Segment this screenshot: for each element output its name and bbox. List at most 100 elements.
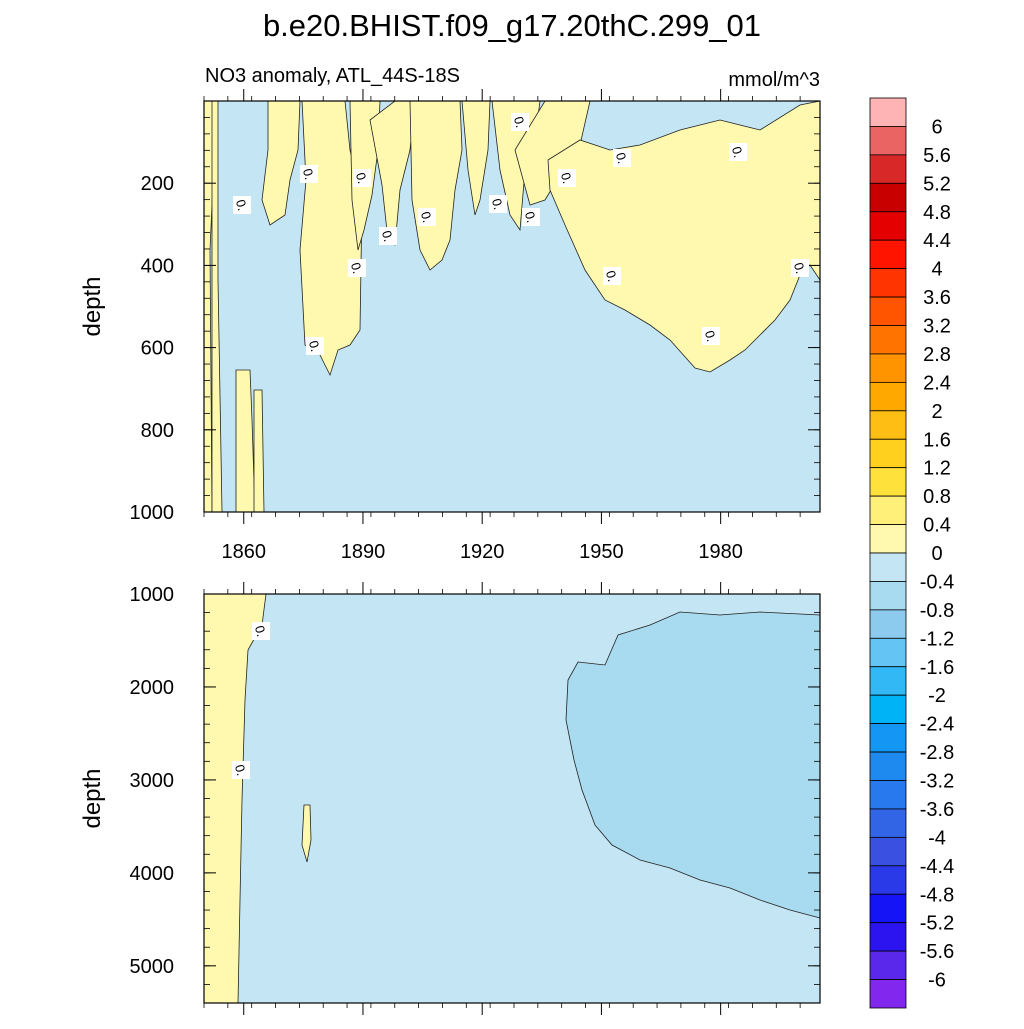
colorbar-swatch xyxy=(869,325,907,355)
colorbar-swatch xyxy=(869,694,907,725)
colorbar-label: -0.8 xyxy=(920,600,954,622)
upper-contour-label: 0. xyxy=(379,229,396,243)
colorbar-label: -0.4 xyxy=(920,571,954,593)
colorbar-label: -2.8 xyxy=(920,742,954,764)
upper-contour-label: 0. xyxy=(702,329,719,343)
upper-contour-label-bg xyxy=(348,259,366,277)
colorbar-swatch xyxy=(869,979,907,1009)
upper-contour-region-2 xyxy=(235,369,256,513)
colorbar-swatch xyxy=(869,723,907,753)
upper-contour-label: 0. xyxy=(522,210,539,224)
xtick-label: 1980 xyxy=(698,541,743,563)
upper-contour-label-bg xyxy=(489,195,507,213)
xtick-label: 1920 xyxy=(460,541,505,563)
colorbar-swatch xyxy=(869,865,907,895)
upper-contour-label: 0. xyxy=(300,167,317,181)
upper-contour-region-4 xyxy=(261,100,301,226)
upper-contour-label-bg xyxy=(791,259,809,277)
upper-contour-region-8 xyxy=(409,100,463,271)
colorbar-swatch xyxy=(869,182,907,213)
colorbar-swatch xyxy=(869,381,907,412)
upper-contour-label: 0. xyxy=(489,197,506,211)
colorbar-label: 4.8 xyxy=(923,202,951,224)
upper-contour-label: 0. xyxy=(791,261,808,275)
colorbar-label: -3.6 xyxy=(920,799,954,821)
colorbar-swatch xyxy=(869,495,907,525)
upper-ytick-label: 400 xyxy=(141,255,174,277)
colorbar-label: -4 xyxy=(928,827,946,849)
colorbar-label: -1.6 xyxy=(920,657,954,679)
colorbar-swatch xyxy=(869,410,907,440)
colorbar-label: 5.2 xyxy=(923,173,951,195)
upper-contour-label-bg xyxy=(613,149,631,167)
upper-ytick-label: 600 xyxy=(141,338,174,360)
colorbar-label: -5.6 xyxy=(920,941,954,963)
colorbar-label: 4 xyxy=(931,259,942,281)
upper-contour-region-3 xyxy=(253,389,265,513)
colorbar-label: -4.8 xyxy=(920,884,954,906)
colorbar-label: -6 xyxy=(928,970,946,992)
colorbar-swatch xyxy=(869,211,907,241)
upper-contour-label-bg xyxy=(522,208,540,226)
colorbar-label: 0 xyxy=(931,543,942,565)
upper-contour-label: 0. xyxy=(233,198,250,212)
upper-contour-label: 0. xyxy=(306,339,323,353)
colorbar-label: 3.2 xyxy=(923,316,951,338)
colorbar-swatch xyxy=(869,609,907,639)
colorbar-label: 0.8 xyxy=(923,486,951,508)
colorbar-swatch xyxy=(869,353,907,383)
upper-contour-label: 0. xyxy=(418,210,435,224)
colorbar-swatch xyxy=(869,268,907,298)
colorbar-label: -2 xyxy=(928,685,946,707)
colorbar-swatch xyxy=(869,552,907,582)
colorbar-label: 3.6 xyxy=(923,287,951,309)
colorbar-swatch xyxy=(869,950,907,980)
colorbar-label: -1.2 xyxy=(920,628,954,650)
colorbar-swatch xyxy=(869,836,907,867)
colorbar-label: 2.4 xyxy=(923,372,951,394)
upper-contour-label: 0. xyxy=(353,171,370,185)
lower-ytick-label: 2000 xyxy=(130,677,175,699)
lower-ylabel: depth xyxy=(79,768,106,828)
xtick-label: 1860 xyxy=(221,541,266,563)
xtick-label: 1890 xyxy=(341,541,386,563)
upper-contour-label-bg xyxy=(603,267,621,285)
lower-ytick-label: 4000 xyxy=(130,863,175,885)
upper-ylabel: depth xyxy=(79,276,106,336)
upper-contour-label-bg xyxy=(558,169,576,187)
lower-contour-label: 0. xyxy=(252,624,269,638)
colorbar-label: 5.6 xyxy=(923,145,951,167)
units-label: mmol/m^3 xyxy=(728,69,820,91)
colorbar-swatch xyxy=(869,438,907,469)
upper-ytick-label: 200 xyxy=(141,173,174,195)
colorbar-label: 0.4 xyxy=(923,515,951,537)
chart-title: b.e20.BHIST.f09_g17.20thC.299_01 xyxy=(263,8,761,43)
colorbar-swatch xyxy=(869,296,907,326)
colorbar-label: 4.4 xyxy=(923,230,951,252)
upper-contour-label: 0. xyxy=(511,115,528,129)
upper-ytick-label: 1000 xyxy=(130,502,175,524)
upper-contour-label-bg xyxy=(729,143,747,161)
colorbar-label: 2 xyxy=(931,401,942,423)
colorbar-swatch xyxy=(869,467,907,497)
colorbar-swatch xyxy=(869,922,907,952)
colorbar-swatch xyxy=(869,751,907,781)
upper-contour-label-bg xyxy=(418,208,436,226)
upper-contour-label: 0. xyxy=(348,261,365,275)
colorbar-swatch xyxy=(869,666,907,696)
lower-panel: 1000 2000 3000 4000 5000 depth 0. 0. xyxy=(79,582,821,1015)
colorbar-label: -2.4 xyxy=(920,714,954,736)
lower-ytick-label: 5000 xyxy=(130,956,175,978)
upper-plot-frame xyxy=(203,100,821,513)
chart-subtitle: NO3 anomaly, ATL_44S-18S xyxy=(205,65,460,87)
upper-panel: 200 400 600 800 1000 depth 1860 1890 1920 1950 198… xyxy=(79,89,821,563)
upper-contour-label: 0. xyxy=(729,145,746,159)
colorbar-swatch xyxy=(869,780,907,810)
lower-contour-region-1 xyxy=(301,804,312,863)
lower-contour-label: 0. xyxy=(232,763,249,777)
colorbar: 6 5.6 5.2 4.8 4.4 4 3.6 3.2 2.8 2.4 2 1.6 1.2 0.8 0.4 0… xyxy=(869,97,954,1009)
lower-contour-region-2 xyxy=(565,611,821,919)
upper-contour-label-bg xyxy=(379,227,397,245)
upper-contour-label-bg xyxy=(300,165,318,183)
